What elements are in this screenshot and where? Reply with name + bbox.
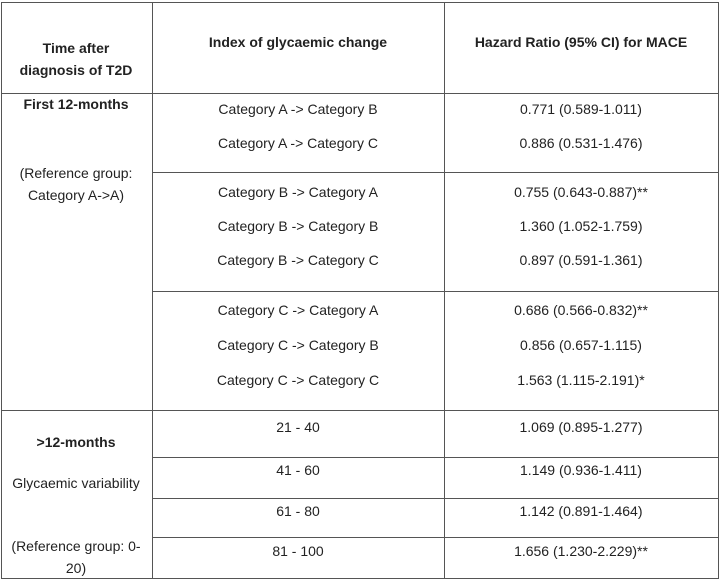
cell: 41 - 60 bbox=[276, 462, 320, 478]
cell: Category C -> Category B bbox=[217, 337, 379, 353]
header-cell: Index of glycaemic change bbox=[208, 34, 388, 50]
cell: 1.142 (0.891-1.464) bbox=[519, 503, 643, 519]
cell: 0.856 (0.657-1.115) bbox=[520, 337, 642, 353]
cell: 61 - 80 bbox=[276, 503, 320, 519]
border bbox=[152, 2, 153, 579]
cell: 1.149 (0.936-1.411) bbox=[520, 462, 642, 478]
cell: 0.771 (0.589-1.011) bbox=[520, 101, 642, 117]
border bbox=[444, 2, 445, 579]
cell: 21 - 40 bbox=[276, 419, 320, 435]
header-cell: Hazard Ratio (95% CI) for MACE bbox=[474, 34, 688, 50]
border bbox=[718, 2, 719, 579]
cell: Category C -> Category C bbox=[216, 372, 380, 388]
note: Glycaemic variability bbox=[12, 475, 140, 491]
cell: Category B -> Category B bbox=[217, 218, 379, 234]
cell: 1.069 (0.895-1.277) bbox=[519, 419, 643, 435]
cell: 0.897 (0.591-1.361) bbox=[519, 252, 643, 268]
cell: Category C -> Category A bbox=[217, 302, 379, 318]
border bbox=[1, 2, 2, 579]
cell: 0.886 (0.531-1.476) bbox=[519, 135, 643, 151]
cell: 1.563 (1.115-2.191)* bbox=[517, 372, 645, 388]
cell: Category A -> Category B bbox=[218, 101, 378, 117]
border bbox=[1, 93, 719, 94]
period: >12-months bbox=[36, 434, 116, 450]
header-cell: Time after diagnosis of T2D bbox=[19, 40, 133, 78]
cell: Category B -> Category A bbox=[218, 184, 378, 200]
cell: 0.755 (0.643-0.887)** bbox=[514, 184, 648, 200]
cell: 0.686 (0.566-0.832)** bbox=[514, 302, 648, 318]
cell: 81 - 100 bbox=[272, 543, 324, 559]
note: (Reference group: 0-20) bbox=[11, 538, 141, 576]
border bbox=[152, 172, 718, 173]
border bbox=[152, 291, 718, 292]
border bbox=[152, 537, 718, 538]
cell: Category B -> Category C bbox=[217, 252, 379, 268]
period: First 12-months bbox=[23, 96, 129, 112]
border bbox=[152, 457, 718, 458]
border bbox=[1, 578, 719, 579]
cell: Category A -> Category C bbox=[218, 135, 378, 151]
note: (Reference group: Category A->A) bbox=[19, 165, 133, 203]
border bbox=[1, 2, 719, 3]
cell: 1.656 (1.230-2.229)** bbox=[514, 543, 648, 559]
cell: 1.360 (1.052-1.759) bbox=[519, 218, 643, 234]
border bbox=[1, 410, 719, 411]
border bbox=[152, 498, 718, 499]
